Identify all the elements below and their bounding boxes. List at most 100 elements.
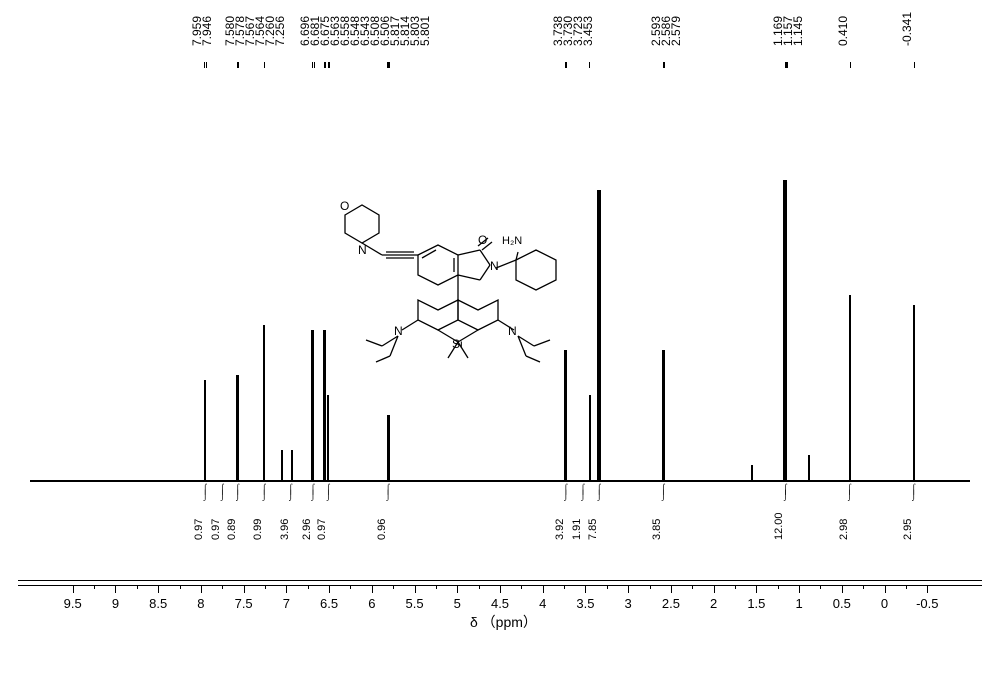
integral-mark: ⌡ (580, 490, 586, 501)
x-minor-tick (820, 585, 821, 589)
x-tick (885, 585, 886, 593)
x-tick-label: -0.5 (916, 596, 938, 611)
x-tick (73, 585, 74, 593)
integral-label: 0.89 (226, 519, 238, 540)
integral-label: 7.85 (587, 519, 599, 540)
x-tick-label: 0.5 (833, 596, 851, 611)
peak-bracket-line (566, 62, 567, 68)
peak-ppm-label: 2.579 (669, 16, 683, 46)
x-minor-tick (393, 585, 394, 589)
x-minor-tick (735, 585, 736, 589)
x-tick-label: 6 (368, 596, 375, 611)
x-minor-tick (308, 585, 309, 589)
integral-mark: ⌡ (782, 490, 788, 501)
peak-bracket-line (850, 62, 851, 68)
peak-ppm-label: 7.256 (273, 16, 287, 46)
x-tick (671, 585, 672, 593)
x-axis-label: δ （ppm） (470, 612, 537, 632)
x-tick (372, 585, 373, 593)
molecule-structure: O N O N H₂N Si N (310, 190, 640, 390)
x-tick-label: 1.5 (747, 596, 765, 611)
peak-bracket-line (389, 62, 390, 68)
x-minor-tick (180, 585, 181, 589)
peak-bracket-line (329, 62, 330, 68)
x-tick-label: 4.5 (491, 596, 509, 611)
nmr-peak (263, 325, 265, 480)
x-minor-tick (521, 585, 522, 589)
spectrum-baseline (30, 480, 970, 482)
nmr-peak (564, 350, 567, 480)
x-minor-tick (607, 585, 608, 589)
integral-mark: ⌡ (847, 490, 853, 501)
svg-text:O: O (340, 199, 349, 213)
x-tick (244, 585, 245, 593)
x-tick-label: 7 (283, 596, 290, 611)
peak-bracket-line (914, 62, 915, 68)
peak-ppm-label: 3.453 (581, 16, 595, 46)
integral-mark: ⌡ (235, 490, 241, 501)
integral-label: 12.00 (773, 512, 785, 540)
integral-label: 0.97 (316, 519, 328, 540)
x-tick-label: 6.5 (320, 596, 338, 611)
nmr-peak (849, 295, 851, 480)
x-tick-label: 8.5 (149, 596, 167, 611)
integral-label: 0.97 (193, 519, 205, 540)
x-tick-label: 3 (625, 596, 632, 611)
svg-text:N: N (394, 324, 403, 338)
nmr-peak (783, 180, 787, 480)
x-tick (585, 585, 586, 593)
x-tick (756, 585, 757, 593)
x-tick-label: 5 (454, 596, 461, 611)
x-tick-label: 3.5 (576, 596, 594, 611)
x-tick-label: 2.5 (662, 596, 680, 611)
integral-mark: ⌡ (563, 490, 569, 501)
x-tick (415, 585, 416, 593)
x-minor-tick (906, 585, 907, 589)
peak-bracket-line (787, 62, 788, 68)
x-tick-label: 5.5 (405, 596, 423, 611)
integral-mark: ⌡ (660, 490, 666, 501)
nmr-peak (236, 375, 239, 480)
nmr-peak (387, 415, 390, 480)
x-tick (500, 585, 501, 593)
x-tick (201, 585, 202, 593)
nmr-peak (311, 330, 314, 480)
integral-label: 3.92 (554, 519, 566, 540)
nmr-peak (281, 450, 283, 480)
nmr-peak (662, 350, 665, 480)
integral-label: 2.98 (838, 519, 850, 540)
x-tick-label: 9.5 (64, 596, 82, 611)
svg-text:N: N (490, 259, 499, 273)
nmr-peak (327, 395, 329, 480)
x-tick (286, 585, 287, 593)
integral-mark: ⌡ (310, 490, 316, 501)
peak-ppm-label: 5.801 (418, 16, 432, 46)
x-minor-tick (650, 585, 651, 589)
peak-bracket-line (664, 62, 665, 68)
x-tick-label: 8 (197, 596, 204, 611)
nmr-peak (913, 305, 915, 480)
peak-bracket-line (206, 62, 207, 68)
x-minor-tick (436, 585, 437, 589)
x-tick (628, 585, 629, 593)
integral-mark: ⌡ (202, 490, 208, 501)
x-minor-tick (222, 585, 223, 589)
svg-text:N: N (508, 324, 517, 338)
x-minor-tick (778, 585, 779, 589)
x-minor-tick (692, 585, 693, 589)
x-tick (799, 585, 800, 593)
nmr-peak (808, 455, 810, 480)
integral-mark: ⌡ (219, 490, 225, 501)
peak-ppm-label: 1.145 (791, 16, 805, 46)
x-tick-label: 2 (710, 596, 717, 611)
x-tick-label: 4 (539, 596, 546, 611)
peak-bracket-line (314, 62, 315, 68)
integral-mark: ⌡ (325, 490, 331, 501)
integral-mark: ⌡ (261, 490, 267, 501)
integral-label: 2.96 (301, 519, 313, 540)
peak-bracket-line (238, 62, 239, 68)
peak-bracket-line (589, 62, 590, 68)
nmr-peak (291, 450, 293, 480)
x-tick (927, 585, 928, 593)
x-axis (18, 580, 982, 581)
